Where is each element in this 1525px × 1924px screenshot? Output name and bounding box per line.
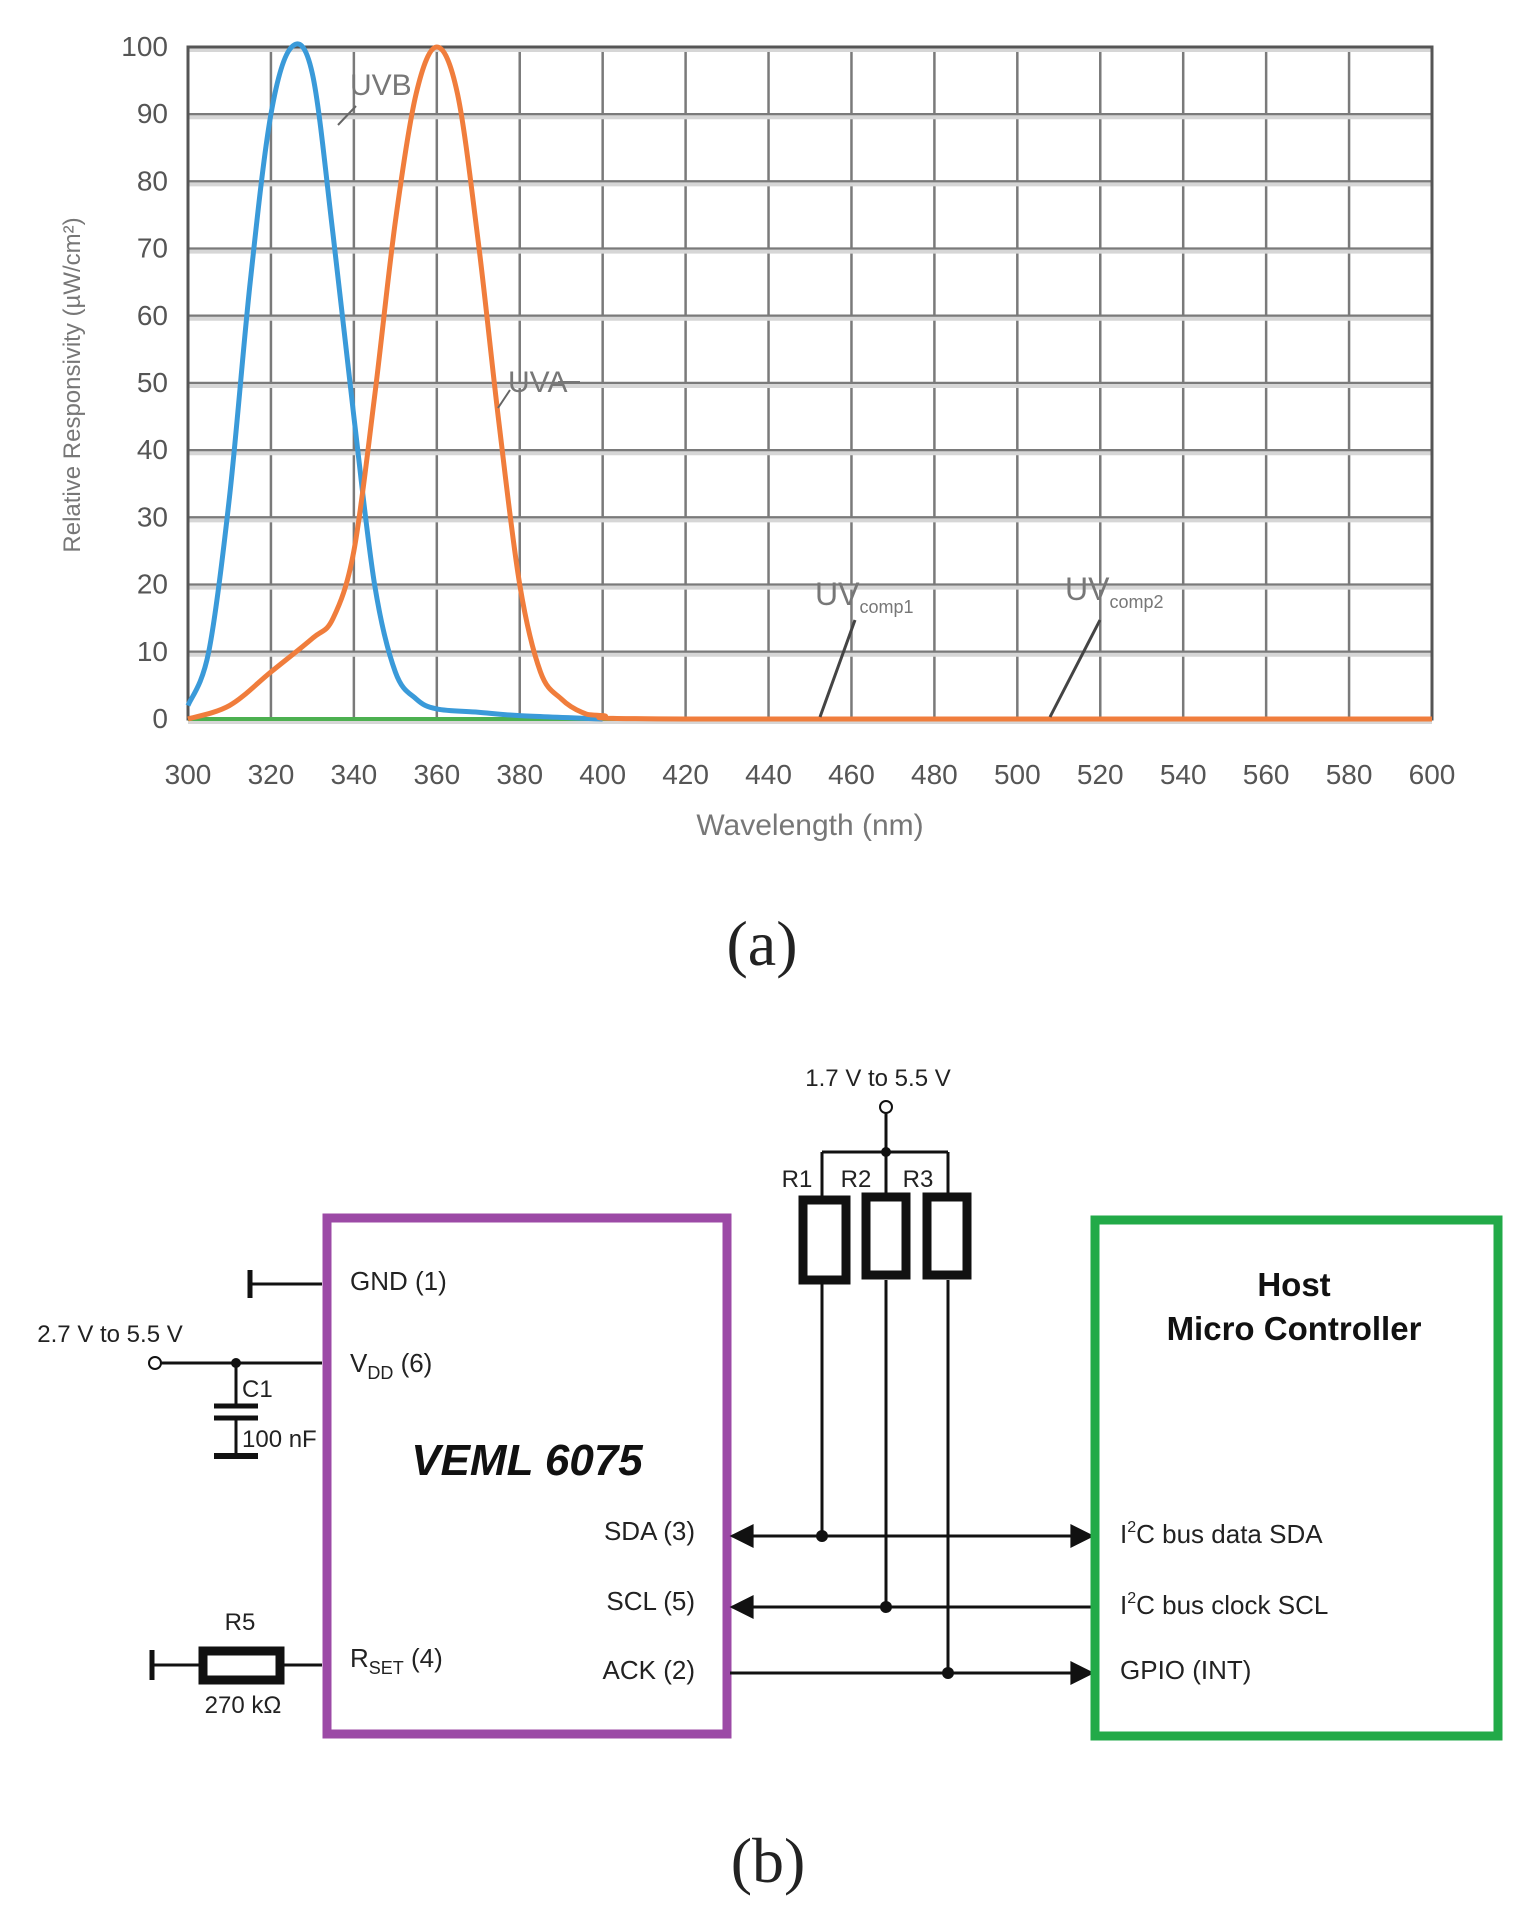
capacitor-c1 [214,1403,258,1421]
pin-vdd: VDD (6) [350,1348,432,1383]
svg-text:R2: R2 [841,1166,872,1193]
x-tick-label: 300 [165,759,212,790]
x-tick-label: 360 [413,759,460,790]
pin-scl: SCL (5) [606,1586,695,1616]
series-layer [185,41,1432,722]
y-tick-labels: 0 10 20 30 40 50 60 70 80 90 100 [121,31,168,734]
pin-ack: ACK (2) [603,1655,695,1685]
x-tick-label: 520 [1077,759,1124,790]
c1-label: C1 [242,1376,273,1403]
host-sda-label: I2C bus data SDA [1120,1519,1323,1549]
y-tick-label: 20 [137,569,168,600]
y-tick-label: 60 [137,300,168,331]
series-uva-line [187,44,1432,722]
chip-name: VEML 6075 [411,1436,643,1485]
x-tick-label: 320 [248,759,295,790]
host-scl-label: I2C bus clock SCL [1120,1590,1328,1620]
supply-top-label: 1.7 V to 5.5 V [805,1065,950,1092]
y-tick-label: 0 [152,703,168,734]
x-tick-label: 440 [745,759,792,790]
pin-gnd: GND (1) [350,1266,447,1296]
uvcomp2-annotation: UVcomp2 [1048,571,1163,718]
svg-text:R1: R1 [782,1166,813,1193]
resistor-r5 [198,1646,285,1685]
resistor-r3: R3 [903,1166,972,1280]
y-axis-label: Relative Responsivity (µW/cm²) [59,217,86,552]
y-tick-label: 90 [137,98,168,129]
y-tick-label: 10 [137,636,168,667]
caption-b: (b) [731,1825,806,1896]
supply-left-label: 2.7 V to 5.5 V [37,1321,182,1348]
x-tick-label: 380 [496,759,543,790]
c1-value: 100 nF [242,1426,317,1453]
x-tick-label: 560 [1243,759,1290,790]
svg-text:UVB: UVB [350,69,412,102]
x-tick-label: 420 [662,759,709,790]
supply-left-terminal [148,1356,162,1370]
r5-label: R5 [225,1609,256,1636]
host-gpio-label: GPIO (INT) [1120,1655,1251,1685]
x-tick-label: 580 [1326,759,1373,790]
pin-sda: SDA (3) [604,1516,695,1546]
circuit-schematic: 1.7 V to 5.5 V R1 R2 R3 VEML 6075 GND (1… [37,1065,1503,1741]
veml6075-chip [322,1213,732,1739]
chart-grid [186,45,1434,724]
host-microcontroller [1090,1215,1503,1741]
resistor-r1: R1 [782,1166,851,1285]
x-tick-label: 600 [1409,759,1456,790]
x-tick-label: 340 [331,759,378,790]
y-tick-label: 100 [121,31,168,62]
r5-value: 270 kΩ [205,1692,282,1719]
uvb-annotation: UVB [337,69,412,126]
x-tick-label: 400 [579,759,626,790]
x-tick-labels: 300 320 340 360 380 400 420 440 460 480 500 520 540 5… [165,759,1456,790]
pin-rset: RSET (4) [350,1643,443,1678]
resistor-r2: R2 [841,1166,911,1280]
y-tick-label: 30 [137,501,168,532]
spectral-response-chart: 300 320 340 360 380 400 420 440 460 480 500 520 540 5… [59,31,1455,842]
series-uvb-line [185,41,603,722]
supply-top-terminal [879,1100,893,1114]
x-tick-label: 480 [911,759,958,790]
svg-text:R3: R3 [903,1166,934,1193]
y-tick-label: 80 [137,165,168,196]
svg-text:UVA: UVA [508,366,567,399]
y-tick-label: 40 [137,434,168,465]
host-title-line2: Micro Controller [1167,1310,1422,1347]
x-tick-label: 540 [1160,759,1207,790]
svg-text:UVcomp1: UVcomp1 [815,576,913,617]
host-title-line1: Host [1257,1266,1330,1303]
x-tick-label: 460 [828,759,875,790]
uva-annotation: UVA [497,366,580,409]
uvcomp1-annotation: UVcomp1 [815,576,913,718]
y-tick-label: 50 [137,367,168,398]
x-axis-label: Wavelength (nm) [696,809,923,842]
svg-text:UVcomp2: UVcomp2 [1065,571,1163,612]
x-tick-label: 500 [994,759,1041,790]
y-tick-label: 70 [137,233,168,264]
caption-a: (a) [726,908,797,979]
